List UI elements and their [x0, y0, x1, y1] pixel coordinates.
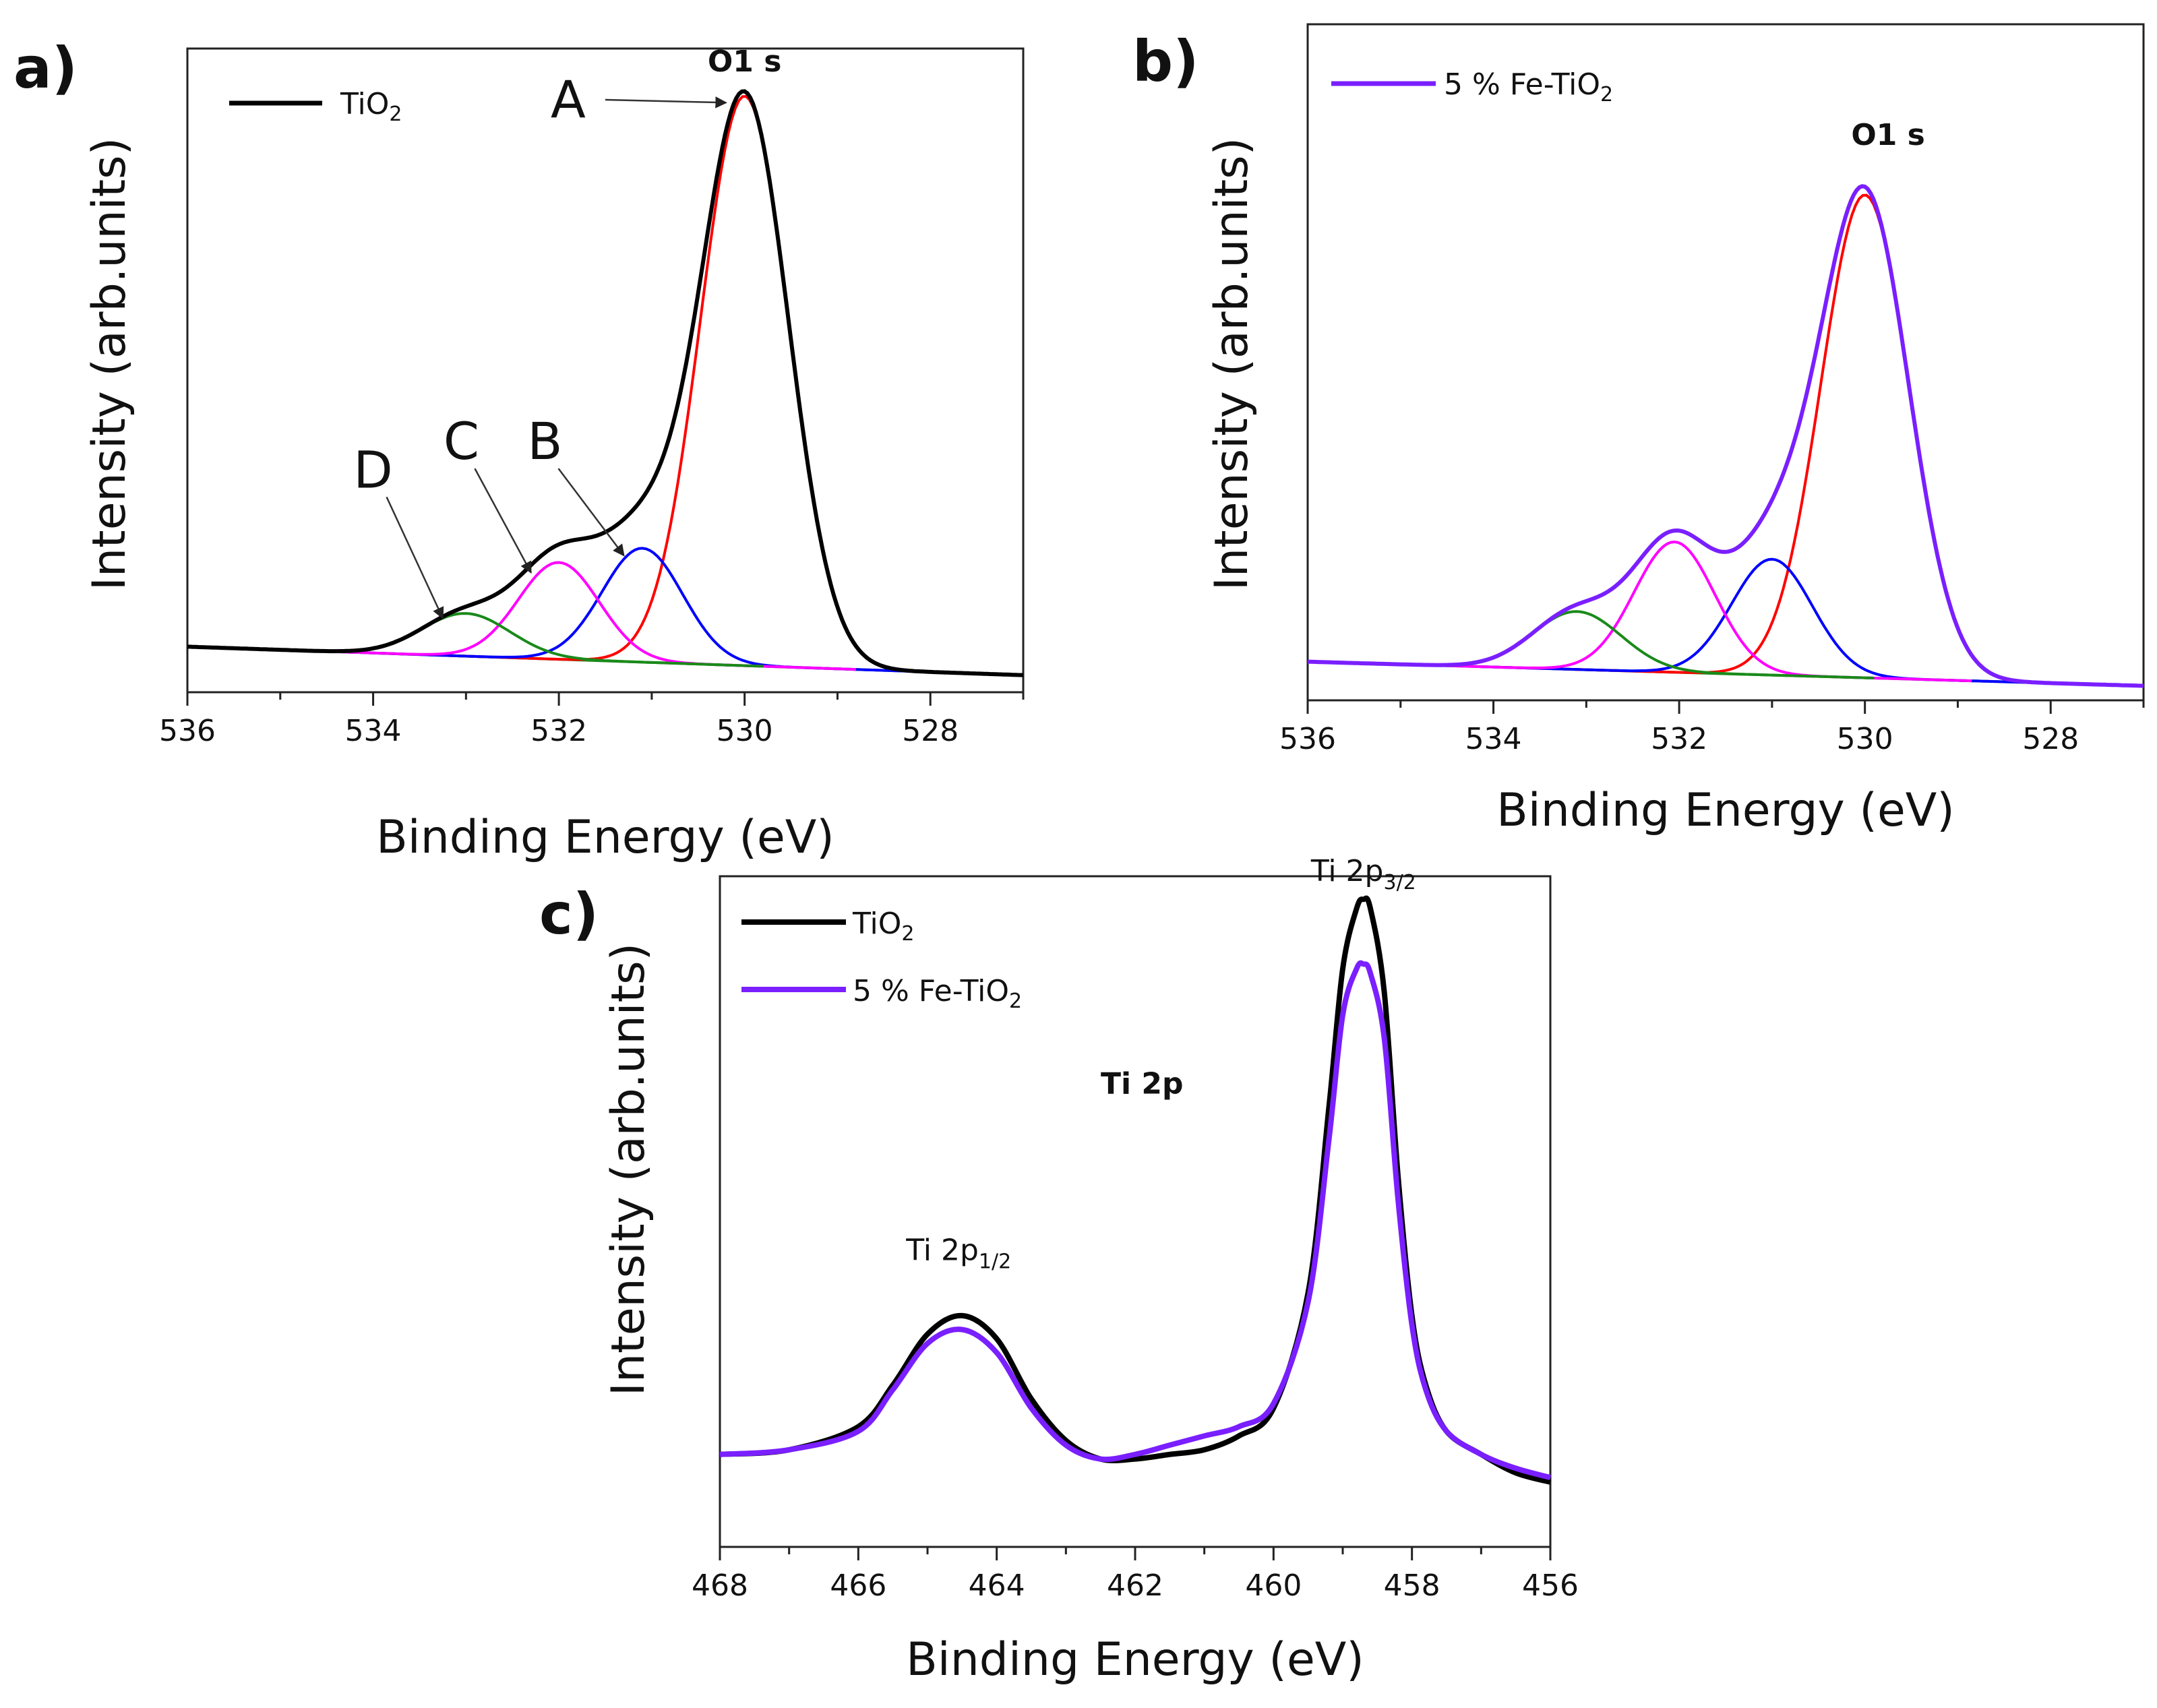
panel-c-legend-label-fe-tio2: 5 % Fe-TiO2: [853, 974, 1022, 1013]
panel-a-label: a): [13, 35, 78, 101]
x-tick-label: 468: [692, 1568, 748, 1603]
component-peak-C: [1377, 540, 1972, 683]
component-peak-D: [1307, 610, 1875, 679]
x-tick-label: 532: [530, 714, 587, 748]
peak-letter-D: D: [353, 439, 393, 499]
x-tick-label: 456: [1522, 1568, 1579, 1603]
panel-a: a) 536 534 532 530 528 A BCD TiO2 O1 s Intens…: [13, 35, 1025, 864]
peak-letter-B: B: [527, 411, 562, 471]
panel-c-x-axis-title: Binding Energy (eV): [906, 1633, 1364, 1686]
panel-c-x-tick-labels: 468 466 464 462 460 458 456: [692, 1568, 1579, 1603]
arrow-to-peak-A: [605, 96, 727, 109]
panel-b-x-ticks: [1306, 700, 2145, 714]
panel-c-title: Ti 2p: [1101, 1067, 1184, 1101]
panel-b-y-axis-title: Intensity (arb.units): [1205, 138, 1258, 590]
arrow-to-peak-B: [557, 468, 625, 557]
x-tick-label: 530: [717, 714, 773, 748]
x-tick-label: 464: [969, 1568, 1025, 1603]
x-tick-label: 534: [1465, 722, 1522, 756]
panel-c-legend-label-tio2: TiO2: [852, 907, 914, 946]
panel-a-plot-frame: [186, 47, 1025, 694]
arrow-to-peak-D: [386, 496, 444, 619]
x-tick-label: 532: [1651, 722, 1707, 756]
panel-c-curves: [719, 895, 1552, 1485]
series-line-fe-tio2: [719, 960, 1552, 1480]
component-peak-A: [1567, 193, 2144, 688]
x-tick-label: 534: [345, 714, 402, 748]
x-tick-label: 460: [1245, 1568, 1302, 1603]
peak-label-ti-2p1-2: Ti 2p1/2: [905, 1233, 1011, 1274]
panel-c-y-axis-title: Intensity (arb.units): [602, 943, 655, 1396]
panel-a-peak-letters: A BCD: [353, 69, 586, 499]
panel-a-curves: [187, 89, 1024, 677]
x-tick-label: 466: [830, 1568, 886, 1603]
peak-label-ti-2p3-2: Ti 2p3/2: [1310, 854, 1416, 894]
peak-letter-C: C: [444, 411, 479, 471]
envelope-line: [1307, 184, 2144, 688]
panel-c: c) 468 466 464 462 460 458 456 TiO2 5 % Fe-TiO…: [539, 854, 1579, 1686]
panel-a-x-tick-labels: 536 534 532 530 528: [159, 714, 959, 748]
panel-b-curves: [1307, 184, 2144, 688]
component-peak-D: [187, 612, 764, 668]
panel-c-plot-frame: [719, 875, 1552, 1548]
panel-b-legend-label: 5 % Fe-TiO2: [1444, 67, 1613, 106]
panel-a-title: O1 s: [708, 44, 782, 79]
panel-a-x-axis-title: Binding Energy (eV): [376, 811, 834, 864]
panel-b-plot-frame: [1306, 23, 2145, 702]
x-tick-label: 528: [2022, 722, 2079, 756]
panel-b-title: O1 s: [1851, 118, 1925, 152]
arrow-to-peak-C: [474, 468, 532, 574]
x-tick-label: 536: [1279, 722, 1336, 756]
x-tick-label: 536: [159, 714, 216, 748]
panel-c-label: c): [539, 881, 599, 947]
panel-c-x-ticks: [719, 1547, 1552, 1560]
panel-b: b) 536 534 532 530 528 5 % Fe-TiO2 O1 s Inte…: [1132, 23, 2145, 837]
x-tick-label: 458: [1384, 1568, 1440, 1603]
panel-b-label: b): [1132, 28, 1199, 94]
panel-a-arrows: [386, 96, 727, 619]
x-tick-label: 530: [1837, 722, 1893, 756]
panel-b-x-axis-title: Binding Energy (eV): [1496, 784, 1955, 837]
x-tick-label: 462: [1107, 1568, 1163, 1603]
panel-b-x-tick-labels: 536 534 532 530 528: [1279, 722, 2079, 756]
peak-letter-A: A: [551, 69, 586, 129]
panel-a-y-axis-title: Intensity (arb.units): [83, 138, 136, 590]
panel-a-x-ticks: [186, 692, 1025, 706]
x-tick-label: 528: [902, 714, 959, 748]
component-peak-A: [447, 94, 1024, 677]
panel-a-legend-label: TiO2: [340, 87, 402, 126]
